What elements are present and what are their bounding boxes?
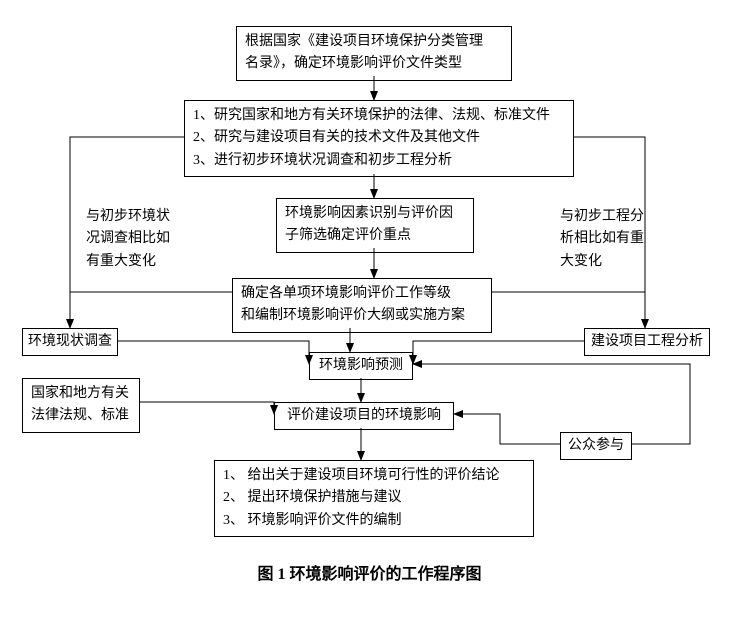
node-line: 名录》，确定环境影响评价文件类型 <box>245 53 503 75</box>
node-line: 国家和地方有关 <box>31 383 131 405</box>
node-line: 建设项目工程分析 <box>591 334 703 349</box>
node-factor-identify: 环境影响因素识别与评价因 子筛选确定评价重点 <box>276 198 474 253</box>
node-line: 环境现状调查 <box>28 334 112 349</box>
flowchart-canvas: { "meta": { "type": "flowchart", "width"… <box>0 0 739 624</box>
node-line: 3、 环境影响评价文件的编制 <box>223 510 525 532</box>
node-line: 公众参与 <box>568 438 624 453</box>
node-line: 环境影响因素识别与评价因 <box>285 203 465 225</box>
node-public-participate: 公众参与 <box>560 432 632 460</box>
node-project-eng-analysis: 建设项目工程分析 <box>584 328 710 356</box>
label-line: 大变化 <box>560 251 670 273</box>
node-line: 根据国家《建设项目环境保护分类管理 <box>245 31 503 53</box>
node-determine-grade: 确定各单项环境影响评价工作等级 和编制环境影响评价大纲或实施方案 <box>232 278 492 333</box>
node-line: 确定各单项环境影响评价工作等级 <box>241 283 483 305</box>
label-line: 与初步环境状 <box>86 206 196 228</box>
label-left-change: 与初步环境状 况调查相比如 有重大变化 <box>86 206 196 273</box>
node-line: 2、研究与建设项目有关的技术文件及其他文件 <box>193 127 565 149</box>
node-line: 和编制环境影响评价大纲或实施方案 <box>241 305 483 327</box>
figure-caption: 图 1 环境影响评价的工作程序图 <box>0 560 739 584</box>
label-line: 况调查相比如 <box>86 228 196 250</box>
node-evaluate-impact: 评价建设项目的环境影响 <box>274 402 454 430</box>
node-line: 环境影响预测 <box>319 358 403 373</box>
label-line: 析相比如有重 <box>560 228 670 250</box>
node-line: 法律法规、标准 <box>31 405 131 427</box>
node-research-laws: 1、研究国家和地方有关环境保护的法律、法规、标准文件 2、研究与建设项目有关的技… <box>184 100 574 177</box>
node-classify-doc-type: 根据国家《建设项目环境保护分类管理 名录》，确定环境影响评价文件类型 <box>236 26 512 81</box>
node-line: 1、研究国家和地方有关环境保护的法律、法规、标准文件 <box>193 105 565 127</box>
node-line: 2、 提出环境保护措施与建议 <box>223 487 525 509</box>
node-impact-predict: 环境影响预测 <box>309 352 413 380</box>
node-line: 3、进行初步环境状况调查和初步工程分析 <box>193 150 565 172</box>
node-line: 评价建设项目的环境影响 <box>287 408 441 423</box>
node-env-survey: 环境现状调查 <box>22 328 118 356</box>
node-line: 子筛选确定评价重点 <box>285 225 465 247</box>
label-right-change: 与初步工程分 析相比如有重 大变化 <box>560 206 670 273</box>
label-line: 有重大变化 <box>86 251 196 273</box>
node-line: 1、 给出关于建设项目环境可行性的评价结论 <box>223 465 525 487</box>
node-conclusions: 1、 给出关于建设项目环境可行性的评价结论 2、 提出环境保护措施与建议 3、 … <box>214 460 534 537</box>
label-line: 与初步工程分 <box>560 206 670 228</box>
caption-text: 图 1 环境影响评价的工作程序图 <box>257 566 481 583</box>
node-laws-standards: 国家和地方有关 法律法规、标准 <box>22 378 140 433</box>
